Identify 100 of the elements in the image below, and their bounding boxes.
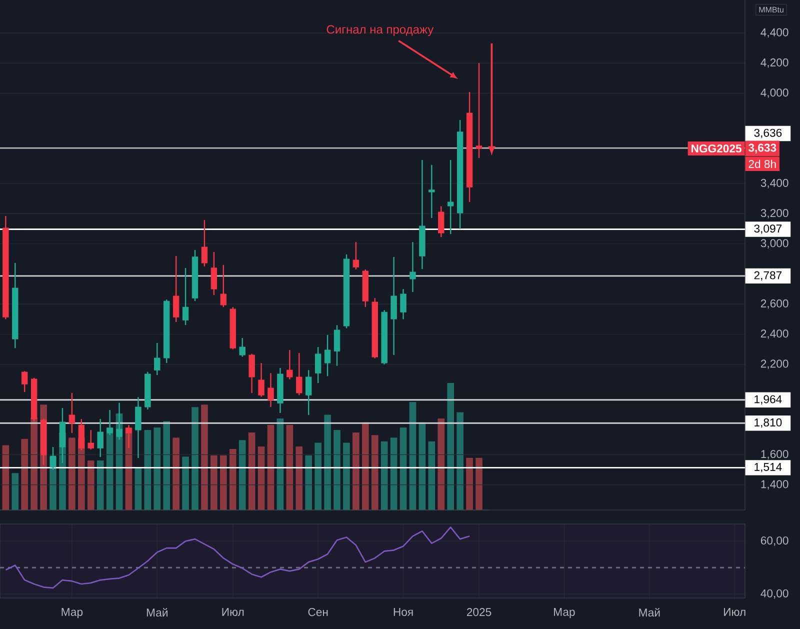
candlestick (135, 396, 142, 459)
candlestick (182, 267, 189, 326)
candlestick (210, 251, 218, 296)
candlestick (334, 324, 340, 366)
ref-line-label: 1,810 (754, 418, 782, 428)
candlestick (410, 241, 416, 293)
candlestick (68, 392, 76, 434)
candlestick (438, 206, 444, 238)
text: 2d 8h (748, 160, 776, 168)
bar (172, 438, 180, 510)
bar (286, 424, 294, 510)
bar (258, 446, 265, 510)
bar (343, 442, 350, 510)
bar (305, 455, 312, 510)
bar (12, 473, 19, 510)
ref-line-label: 1,514 (754, 463, 782, 472)
bar (409, 402, 416, 510)
ref-line-label: 1,964 (754, 395, 782, 405)
candlestick (390, 256, 397, 356)
x-tick-label: Ноя (394, 608, 413, 616)
ref-line-label: 3,636 (754, 128, 782, 138)
candlestick (248, 353, 255, 394)
candlestick (154, 342, 160, 376)
y-tick-label: 1,600 (761, 450, 788, 460)
candlestick (476, 62, 482, 159)
candlestick (22, 370, 28, 393)
bar (2, 445, 10, 510)
text: MMBtu (759, 6, 784, 13)
y-tick-label: 3,200 (760, 209, 788, 218)
x-tick-label: Сен (308, 608, 328, 616)
bar (418, 422, 426, 510)
candlestick (126, 424, 132, 449)
bar (456, 412, 464, 510)
bar (334, 430, 340, 510)
bar (296, 446, 303, 510)
y-tick-label: 60,00 (760, 536, 788, 546)
bar (276, 418, 284, 510)
candlestick (258, 362, 264, 398)
candlestick (428, 164, 435, 219)
candlestick (220, 264, 227, 308)
line-series (5, 526, 470, 589)
candlestick (88, 429, 94, 450)
candlestick (201, 219, 208, 268)
bar (220, 455, 227, 510)
x-tick-label: Май (146, 608, 168, 617)
candlestick (286, 349, 293, 380)
y-tick-label: 1,400 (761, 480, 788, 490)
candlestick (324, 334, 331, 377)
y-tick-label: 4,400 (760, 28, 788, 38)
candlestick (97, 418, 104, 458)
bar (400, 427, 407, 510)
candlestick (352, 241, 360, 270)
bar (182, 456, 189, 510)
annotation: 3,633 (748, 144, 776, 154)
bar (87, 460, 94, 510)
bar (210, 455, 218, 510)
candlestick (296, 352, 302, 396)
y-tick-label: 3,000 (760, 239, 788, 249)
bar (21, 438, 28, 510)
bar (144, 430, 152, 510)
bar (229, 449, 236, 510)
candlestick (106, 409, 113, 436)
y-tick-label: 4,200 (760, 58, 788, 68)
bar (352, 432, 360, 510)
bar (267, 424, 274, 510)
bar (192, 407, 198, 510)
ref-line-label: 3,097 (754, 224, 782, 234)
x-tick-label: Май (639, 608, 660, 617)
bar (238, 440, 246, 510)
bar (466, 458, 473, 510)
bar (324, 414, 331, 510)
bar (371, 435, 378, 510)
x-tick-label: 2025 (466, 608, 492, 616)
candlestick (447, 159, 454, 235)
y-tick-label: 40,00 (760, 589, 788, 599)
bar (134, 468, 142, 510)
annotation: NGG2025 (692, 144, 742, 153)
candlestick (314, 346, 322, 384)
candlestick (268, 372, 274, 408)
bar (163, 421, 170, 510)
bar (248, 432, 256, 510)
bar (428, 441, 436, 510)
bar (201, 404, 208, 510)
bar (96, 460, 104, 510)
x-tick-label: Июл (222, 608, 244, 616)
annotation: Сигнал на продажу (326, 25, 434, 36)
y-tick-label: 2,600 (760, 299, 788, 309)
candlestick (172, 255, 180, 323)
bar (314, 442, 322, 510)
ref-line-label: 2,787 (754, 271, 782, 281)
y-tick-label: 4,000 (760, 88, 788, 98)
bar (68, 438, 76, 510)
y-tick-label: 2,200 (760, 360, 788, 370)
x-tick-label: Июл (724, 608, 746, 616)
candlestick (400, 288, 406, 320)
y-tick-label: 2,400 (760, 330, 788, 339)
candlestick (239, 337, 246, 358)
bar (476, 458, 482, 510)
x-tick-label: Мар (554, 608, 575, 618)
bar (154, 427, 161, 510)
